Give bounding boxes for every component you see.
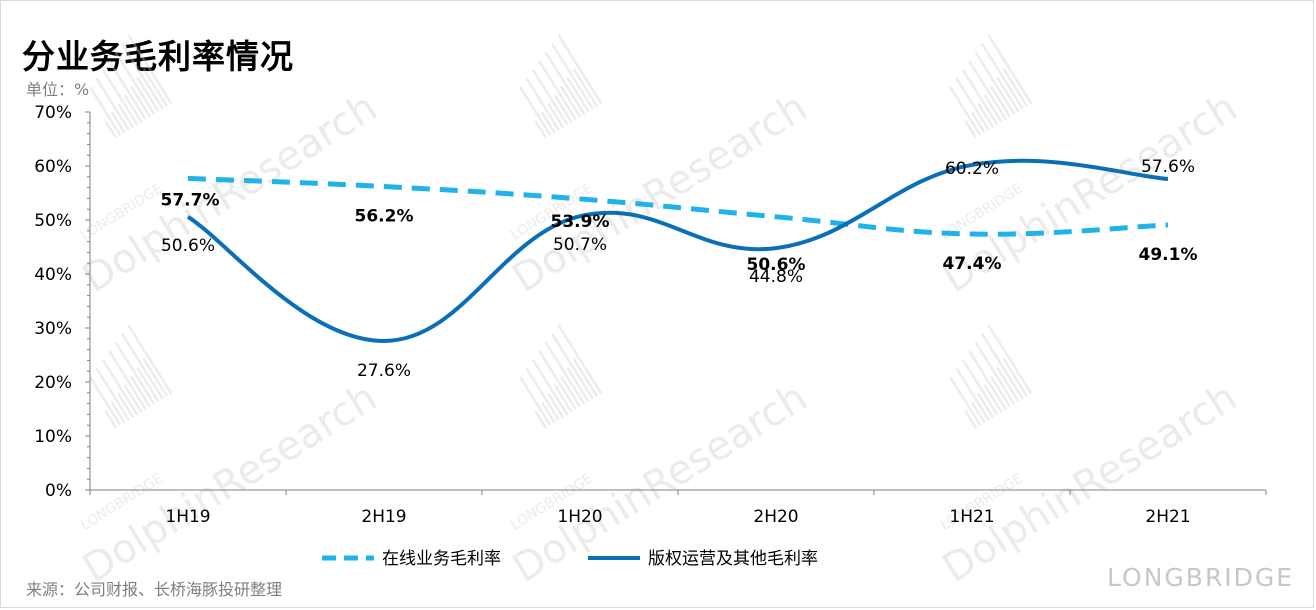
y-tick-label: 0% (45, 481, 72, 501)
source-note: 来源：公司财报、长桥海豚投研整理 (26, 580, 283, 599)
y-tick-label: 10% (34, 427, 72, 447)
data-label: 60.2% (945, 159, 999, 179)
series-line-online (187, 175, 1169, 237)
y-tick-label: 50% (34, 211, 72, 231)
x-tick-label: 2H20 (753, 507, 798, 527)
data-label: 57.7% (161, 190, 220, 210)
x-tick-label: 1H20 (557, 507, 602, 527)
x-tick-label: 2H19 (361, 507, 406, 527)
legend: 在线业务毛利率 版权运营及其他毛利率 (322, 549, 818, 569)
data-label: 50.6% (747, 255, 806, 275)
unit-label: 单位：% (26, 80, 90, 99)
data-label: 49.1% (1139, 245, 1198, 265)
legend-label: 在线业务毛利率 (382, 549, 501, 569)
data-label: 27.6% (357, 361, 411, 381)
y-tick-label: 40% (34, 265, 72, 285)
data-label: 50.6% (161, 236, 215, 256)
x-tick-label: 1H19 (165, 507, 210, 527)
data-label: 57.6% (1141, 157, 1195, 177)
data-label: 44.8% (749, 267, 803, 287)
data-label: 47.4% (943, 254, 1002, 274)
brand-logo: LONGBRIDGE (1107, 563, 1295, 592)
x-tick-label: 1H21 (949, 507, 994, 527)
series-layer (186, 158, 1169, 343)
series-line-copyright (186, 158, 1169, 343)
y-tick-label: 30% (34, 319, 72, 339)
data-label: 50.7% (553, 235, 607, 255)
data-labels: 57.7% 56.2% 53.9% 50.6% 47.4% 49.1% 50.6% 27.6%… (161, 157, 1198, 381)
x-tick-label: 2H21 (1145, 507, 1190, 527)
data-label: 56.2% (355, 207, 414, 227)
axes: 0% 10% 20% 30% 40% 50% 60% 70% 1H19 2H19 1H20 2H20 1… (34, 103, 1267, 527)
y-tick-label: 70% (34, 103, 72, 123)
y-tick-label: 60% (34, 157, 72, 177)
page-title: 分业务毛利率情况 (22, 37, 294, 76)
y-tick-label: 20% (34, 373, 72, 393)
data-label: 53.9% (551, 212, 610, 232)
legend-label: 版权运营及其他毛利率 (648, 549, 818, 569)
